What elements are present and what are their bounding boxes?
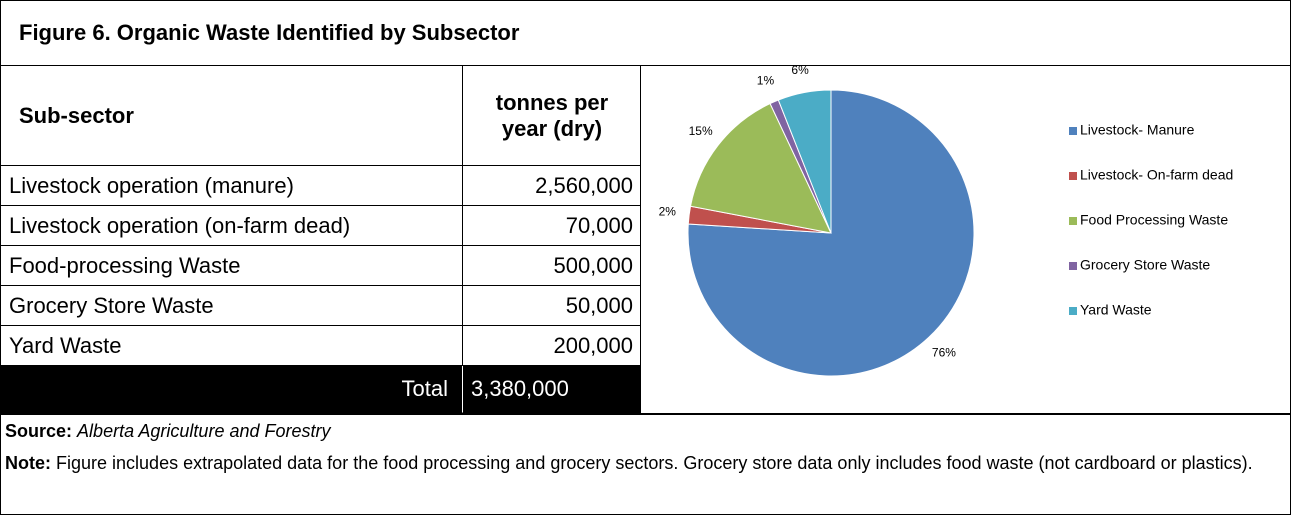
table: Sub-sector tonnes per year (dry) Livestock… bbox=[1, 66, 641, 413]
row-value: 200,000 bbox=[463, 326, 641, 366]
pie-slice bbox=[689, 102, 832, 234]
legend-label: Yard Waste bbox=[1080, 302, 1152, 318]
data-label: 15% bbox=[689, 124, 713, 138]
note: Note: Figure includes extrapolated data … bbox=[5, 451, 1284, 476]
row-value: 500,000 bbox=[463, 246, 641, 286]
note-text: Figure includes extrapolated data for th… bbox=[56, 453, 1253, 473]
legend-swatch bbox=[1069, 172, 1077, 180]
row-label: Grocery Store Waste bbox=[1, 286, 463, 326]
legend-swatch bbox=[1069, 307, 1077, 315]
source-text: Alberta Agriculture and Forestry bbox=[77, 421, 331, 441]
legend-label: Livestock- On-farm dead bbox=[1080, 167, 1233, 183]
data-label: 2% bbox=[659, 204, 677, 218]
row-value: 50,000 bbox=[463, 286, 641, 326]
legend-label: Food Processing Waste bbox=[1080, 212, 1228, 228]
total-value: 3,380,000 bbox=[463, 366, 641, 413]
data-label: 6% bbox=[791, 66, 809, 77]
figure-title: Figure 6. Organic Waste Identified by Su… bbox=[1, 1, 1290, 66]
pie-slice bbox=[687, 89, 975, 377]
data-label: 76% bbox=[932, 345, 956, 359]
row-label: Livestock operation (manure) bbox=[1, 166, 463, 206]
divider bbox=[1, 413, 1290, 415]
row-label: Livestock operation (on-farm dead) bbox=[1, 206, 463, 246]
total-label: Total bbox=[1, 366, 463, 413]
legend-label: Grocery Store Waste bbox=[1080, 257, 1210, 273]
legend-swatch bbox=[1069, 127, 1077, 135]
pie-slice bbox=[777, 89, 832, 234]
source-label: Source: bbox=[5, 421, 73, 441]
row-label: Food-processing Waste bbox=[1, 246, 463, 286]
pie-chart: 76% 2% 15% 1% 6% Livestock- Manure Livestock- … bbox=[659, 66, 1233, 377]
header-cell: Sub-sector bbox=[1, 66, 463, 166]
source: Source: Alberta Agriculture and Forestry bbox=[5, 419, 1284, 444]
legend-label: Livestock- Manure bbox=[1080, 122, 1195, 138]
legend-swatch bbox=[1069, 262, 1077, 270]
note-label: Note: bbox=[5, 453, 51, 473]
row-value: 70,000 bbox=[463, 206, 641, 246]
data-label: 1% bbox=[757, 74, 775, 88]
legend-swatch bbox=[1069, 217, 1077, 225]
row-value: 2,560,000 bbox=[463, 166, 641, 206]
header-cell: tonnes per year (dry) bbox=[463, 66, 641, 166]
row-label: Yard Waste bbox=[1, 326, 463, 366]
